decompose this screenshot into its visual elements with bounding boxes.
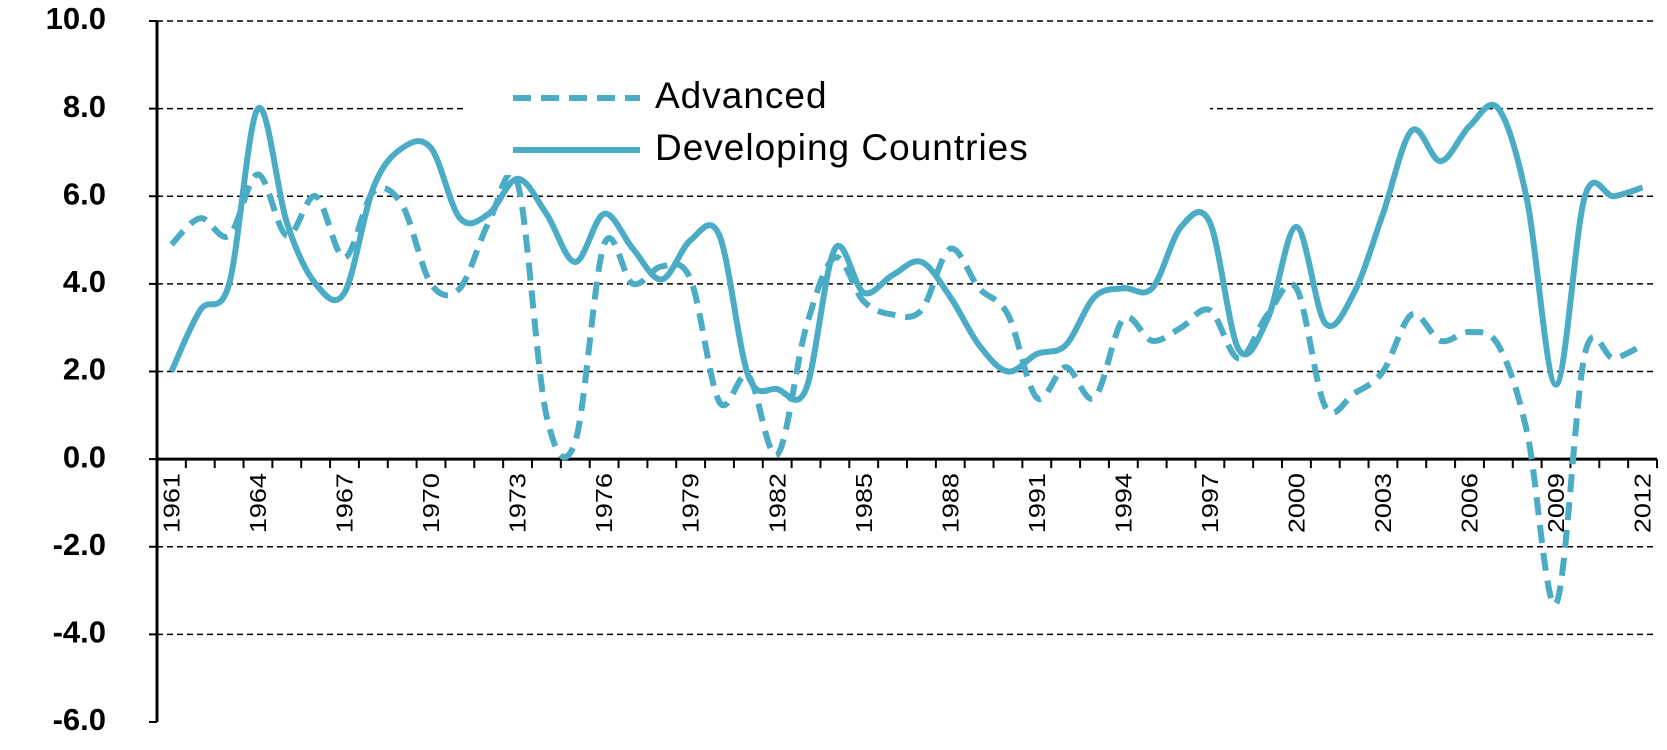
x-tick-label: 1985: [852, 473, 878, 533]
x-tick-label: 2012: [1630, 473, 1656, 533]
x-tick-label: 1976: [592, 473, 618, 533]
legend-label: Advanced: [655, 75, 828, 116]
x-tick-group: 1997: [1198, 473, 1224, 533]
x-tick-group: 1967: [332, 473, 358, 533]
x-tick-group: 2009: [1544, 473, 1570, 533]
x-tick-label: 2003: [1371, 473, 1397, 533]
x-tick-label: 1967: [332, 473, 358, 533]
x-tick-label: 2006: [1457, 473, 1483, 533]
x-tick-group: 1973: [505, 473, 531, 533]
y-tick-label: 6.0: [63, 176, 106, 211]
x-tick-label: 1982: [765, 473, 791, 533]
x-tick-group: 2000: [1284, 473, 1310, 533]
x-tick-group: 1979: [679, 473, 705, 533]
x-tick-group: 1988: [938, 473, 964, 533]
x-tick-group: 1976: [592, 473, 618, 533]
y-tick-label: -2.0: [53, 527, 106, 562]
x-tick-label: 2000: [1284, 473, 1310, 533]
x-tick-label: 1994: [1111, 473, 1137, 533]
y-tick-label: 4.0: [63, 264, 106, 299]
x-tick-group: 1982: [765, 473, 791, 533]
y-tick-label: 8.0: [63, 89, 106, 124]
x-tick-label: 1961: [159, 473, 185, 533]
x-tick-group: 1961: [159, 473, 185, 533]
x-tick-label: 1991: [1025, 473, 1051, 533]
x-tick-label: 2009: [1544, 473, 1570, 533]
x-tick-group: 1964: [246, 473, 272, 533]
x-tick-label: 1964: [246, 473, 272, 533]
x-tick-group: 1991: [1025, 473, 1051, 533]
x-tick-group: 2012: [1630, 473, 1656, 533]
x-tick-label: 1979: [679, 473, 705, 533]
x-tick-label: 1973: [505, 473, 531, 533]
series-line: [169, 170, 1644, 608]
x-tick-label: 1970: [419, 473, 445, 533]
x-tick-group: 2003: [1371, 473, 1397, 533]
x-tick-label: 1988: [938, 473, 964, 533]
series-line: [168, 101, 1644, 403]
x-tick-group: 1985: [852, 473, 878, 533]
x-tick-group: 1994: [1111, 473, 1137, 533]
y-tick-label: -4.0: [53, 615, 106, 650]
y-tick-label: -6.0: [53, 702, 106, 737]
x-tick-group: 1970: [419, 473, 445, 533]
y-tick-label: 0.0: [63, 439, 106, 474]
legend-label: Developing Countries: [655, 127, 1029, 168]
x-tick-label: 1997: [1198, 473, 1224, 533]
x-tick-group: 2006: [1457, 473, 1483, 533]
legend-box: [465, 60, 1210, 175]
y-tick-label: 10.0: [46, 1, 106, 36]
y-tick-label: 2.0: [63, 352, 106, 387]
